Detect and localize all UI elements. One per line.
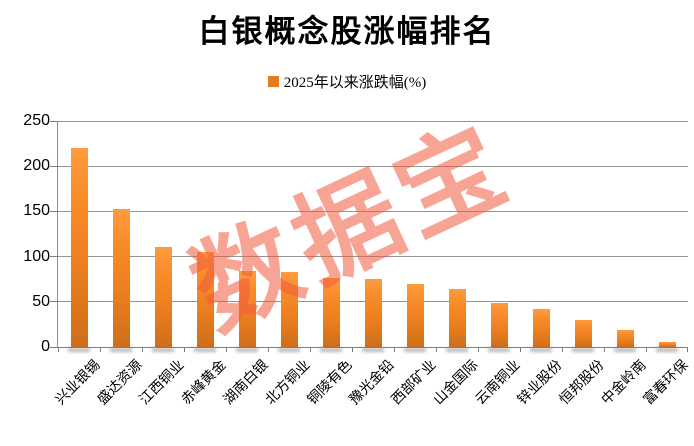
x-axis-tick (646, 347, 647, 352)
legend-swatch-icon (267, 76, 279, 87)
bar-锌业股份 (532, 309, 550, 347)
x-axis-tick (100, 347, 101, 352)
legend: 2025年以来涨跌幅(%) (0, 71, 694, 92)
gridline-250 (58, 120, 688, 122)
y-axis-tick-label: 50 (32, 292, 50, 310)
bar-湖南白银 (238, 271, 256, 347)
x-axis-tick (562, 347, 563, 352)
y-axis-tick-label: 200 (23, 157, 50, 175)
x-axis-tick (687, 347, 688, 352)
bar-shadow (361, 348, 384, 352)
gridline-200 (58, 165, 688, 167)
y-axis-tick (50, 120, 58, 122)
bar-山金国际 (448, 289, 466, 347)
x-axis-tick (142, 347, 143, 352)
x-axis-tick (268, 347, 269, 352)
bar-云南铜业 (490, 302, 508, 347)
x-axis-tick (478, 347, 479, 352)
y-axis-tick (50, 210, 58, 212)
y-axis-tick (50, 301, 58, 303)
bar-富春环保 (658, 341, 676, 347)
gridline-150 (58, 210, 688, 212)
bar-赤峰黄金 (196, 252, 214, 347)
x-axis-tick (310, 347, 311, 352)
bar-兴业银锡 (70, 148, 88, 347)
bar-shadow (487, 348, 510, 352)
y-axis-tick-label: 250 (23, 112, 50, 129)
bar-豫光金铅 (364, 279, 382, 347)
bar-shadow (277, 348, 300, 352)
bar-shadow (151, 348, 174, 352)
bar-盛达资源 (112, 208, 130, 347)
bar-shadow (109, 348, 132, 352)
bar-shadow (529, 348, 552, 352)
chart-title: 白银概念股涨幅排名 (198, 14, 496, 49)
x-axis-tick (58, 347, 59, 352)
x-axis-tick (604, 347, 605, 352)
gridline-100 (58, 256, 688, 258)
bar-shadow (235, 348, 258, 352)
bar-shadow (613, 348, 636, 352)
legend-label: 2025年以来涨跌幅(%) (283, 75, 427, 91)
y-axis-tick-label: 150 (23, 202, 50, 220)
bar-北方铜业 (280, 271, 298, 347)
x-axis-tick (352, 347, 353, 352)
bar-shadow (445, 348, 468, 352)
y-axis-tick (50, 165, 58, 167)
bar-shadow (655, 348, 678, 352)
y-axis-tick (50, 347, 58, 348)
x-axis-tick (520, 347, 521, 352)
bar-中金岭南 (616, 329, 634, 347)
bar-西部矿业 (406, 283, 424, 347)
bar-shadow (193, 348, 216, 352)
bar-shadow (403, 348, 426, 352)
plot-area (50, 120, 688, 352)
x-axis-tick (436, 347, 437, 352)
y-axis-tick-label: 0 (41, 338, 50, 355)
x-axis-tick (226, 347, 227, 352)
bar-恒邦股份 (574, 319, 592, 347)
bar-shadow (67, 348, 90, 352)
bar-shadow (319, 348, 342, 352)
bar-shadow (571, 348, 594, 352)
x-axis-tick (394, 347, 395, 352)
x-axis-tick (184, 347, 185, 352)
y-axis-tick (50, 256, 58, 258)
y-axis-tick-label: 100 (23, 247, 50, 265)
bar-铜陵有色 (322, 278, 340, 347)
bar-江西铜业 (154, 246, 172, 347)
